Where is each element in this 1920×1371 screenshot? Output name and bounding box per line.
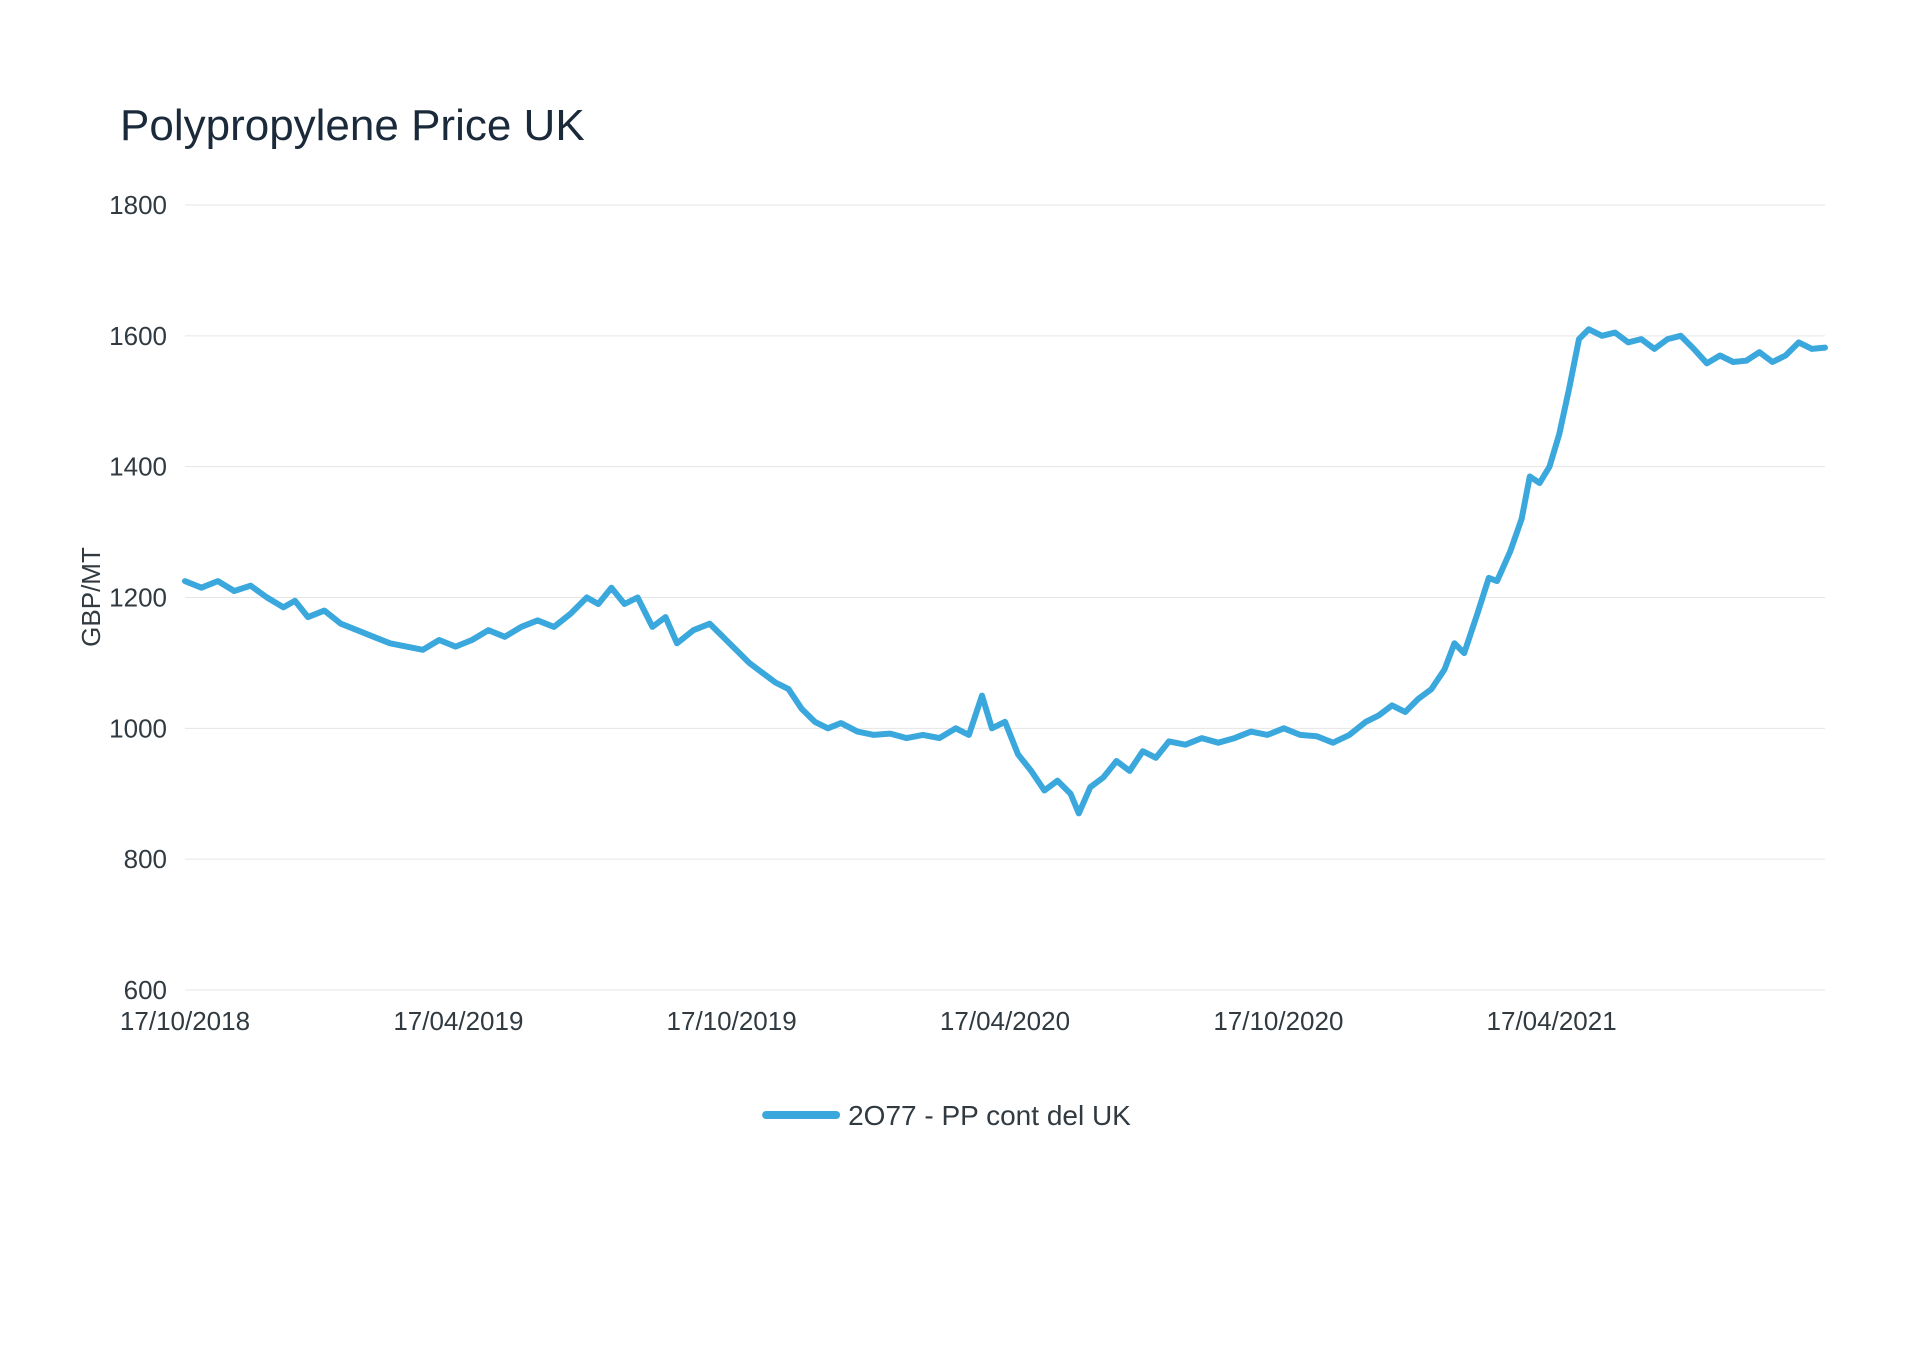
y-axis-title: GBP/MT <box>76 547 106 647</box>
legend-label: 2O77 - PP cont del UK <box>848 1100 1131 1131</box>
chart-background <box>0 0 1920 1371</box>
y-tick-label: 1000 <box>109 713 167 743</box>
x-tick-label: 17/04/2020 <box>940 1006 1070 1036</box>
x-tick-label: 17/10/2019 <box>667 1006 797 1036</box>
y-tick-label: 1200 <box>109 583 167 613</box>
y-tick-label: 800 <box>124 844 167 874</box>
chart-title: Polypropylene Price UK <box>120 101 585 150</box>
x-tick-label: 17/10/2018 <box>120 1006 250 1036</box>
chart-container: 600 800 1000 1200 1400 1600 1800 17/10/2018 17/0… <box>0 0 1920 1371</box>
y-tick-label: 1600 <box>109 321 167 351</box>
x-tick-label: 17/10/2020 <box>1213 1006 1343 1036</box>
price-line-chart: 600 800 1000 1200 1400 1600 1800 17/10/2018 17/0… <box>0 0 1920 1371</box>
y-tick-label: 1400 <box>109 452 167 482</box>
x-tick-label: 17/04/2021 <box>1487 1006 1617 1036</box>
y-tick-label: 600 <box>124 975 167 1005</box>
x-tick-label: 17/04/2019 <box>393 1006 523 1036</box>
y-tick-label: 1800 <box>109 190 167 220</box>
